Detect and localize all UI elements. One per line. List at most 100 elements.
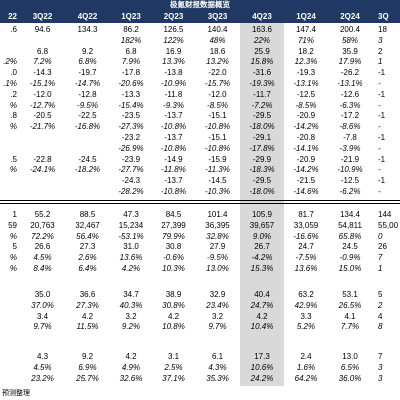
table-cell: 39,657 <box>249 220 275 230</box>
table-cell <box>0 176 20 187</box>
table-cell: .0 <box>10 68 17 78</box>
table-cell: -10.9% <box>337 165 363 175</box>
table-cell: -12.6 <box>340 89 360 99</box>
table-cell: -20.8 <box>296 133 316 142</box>
table-row: % -12.7% -9.5% -15.4% -9.3% -8.5% -7.2% -8.5% -6… <box>0 101 400 112</box>
table-cell: 22% <box>253 35 270 45</box>
table-cell: 6.8% <box>78 57 97 67</box>
table-cell: 13.6% <box>119 253 143 263</box>
table-cell: 94.6 <box>34 25 51 34</box>
column-header-1q23: 1Q23 <box>121 12 141 21</box>
table-cell: -21.9 <box>340 154 360 164</box>
table-cell: -16.8% <box>74 122 101 132</box>
table-cell: 32.9 <box>209 290 226 299</box>
table-row: 23.2% 25.7% 32.6% 37.1% 35.3% 24.2% 64.2% 36.0%… <box>0 374 400 385</box>
table-cell: 144 <box>378 210 392 219</box>
table-cell: -1 <box>378 176 386 186</box>
table-cell: 4.5% <box>33 362 52 372</box>
table-cell: 163.6 <box>251 25 273 34</box>
table-row: 3.4 4.2 3.2 4.2 3.2 4.2 3.3 4.1 4 <box>0 312 400 323</box>
table-cell: 37.0% <box>31 300 54 310</box>
column-header-4q22: 4Q22 <box>77 12 98 21</box>
table-cell: 53.1 <box>342 290 358 299</box>
table-cell: 2 <box>378 46 383 56</box>
table-cell: 1.6% <box>296 362 316 372</box>
table-cell: 31.0 <box>123 242 139 252</box>
table-cell: -19.3 <box>296 68 316 78</box>
table-cell: 26.7 <box>254 242 270 252</box>
table-cell: -20.9 <box>296 111 316 121</box>
table-row: .2 -12.0 -12.8 -13.3 -11.8 -12.0 -11.7 -12.5 -12… <box>0 90 400 101</box>
table-cell: 9.2 <box>81 46 94 56</box>
table-cell: -13.8 <box>164 68 183 78</box>
table-row: -24.3 -13.7 -14.5 -29.5 -21.5 -12.5 -1 <box>0 176 400 187</box>
table-row: .1% -15.1% -14.7% -20.6% -10.9% -15.7% -19.3% -… <box>0 79 400 90</box>
table-row: .6 94.6 134.3 86.2 126.5 140.4 163.6 147.4 200.4… <box>0 25 400 36</box>
table-cell: 2.6% <box>78 253 97 263</box>
table-cell: 9.2 <box>81 352 94 361</box>
table-cell: 1 <box>378 264 383 273</box>
table-cell: -13.7 <box>164 111 183 121</box>
table-cell: 140.4 <box>207 25 228 34</box>
table-cell: -4.2% <box>251 253 273 263</box>
table-cell: -12.8 <box>78 89 97 99</box>
table-cell: 182% <box>120 35 142 45</box>
table-cell: 26.5% <box>338 300 362 310</box>
table-cell: -17.8 <box>121 68 141 78</box>
table-cell: 4.1 <box>344 311 356 321</box>
table-cell: 6.4% <box>78 264 97 273</box>
table-cell: -23.2 <box>121 133 141 142</box>
table-cell: 7 <box>378 253 383 263</box>
table-cell <box>0 322 20 333</box>
table-cell: 65.8% <box>338 231 362 241</box>
table-cell: -29.5 <box>252 111 272 121</box>
table-row: .0 -14.3 -19.7 -17.8 -13.8 -22.0 -31.6 -19.3 -26… <box>0 68 400 79</box>
table-cell: 3 <box>378 35 383 45</box>
table-cell: 48% <box>209 35 226 45</box>
table-cell: 13.3% <box>162 57 185 67</box>
table-title: 极氪财报数据概览 <box>170 0 230 9</box>
table-cell: -15.9 <box>208 154 227 164</box>
table-cell: 40.4 <box>254 290 270 299</box>
table-cell: 35.9 <box>342 46 358 56</box>
table-cell: 10.8% <box>162 322 185 332</box>
table-cell: -10.8% <box>160 187 187 196</box>
table-cell: 25.9 <box>254 46 270 56</box>
table-row: -28.2% -10.8% -10.3% -18.0% -14.6% -6.2% - <box>0 187 400 198</box>
table-cell: 4.2 <box>256 311 268 321</box>
table-cell: -14.2% <box>293 165 319 175</box>
table-cell: 9.7% <box>33 322 52 332</box>
table-row: 37.0% 27.3% 40.3% 30.8% 23.4% 24.7% 42.9% 26.5%… <box>0 301 400 312</box>
table-cell: - <box>378 122 381 132</box>
table-cell: -12.5 <box>340 176 360 186</box>
table-cell: -29.1 <box>252 133 272 142</box>
table-cell <box>65 36 110 47</box>
table-cell: 4.2 <box>81 311 94 321</box>
table-cell: 20,763 <box>30 220 55 230</box>
table-cell: -15.1 <box>208 111 227 121</box>
table-cell: 18 <box>378 25 387 34</box>
table-row: 35.0 36.6 34.7 38.9 32.9 40.4 63.2 53.1 5 <box>0 290 400 301</box>
column-header-3q: 3Q <box>378 12 389 21</box>
table-cell: % <box>9 231 17 241</box>
table-cell: -29.5 <box>252 176 272 186</box>
table-cell: -8.5% <box>295 100 317 110</box>
table-cell: 47.3 <box>123 210 139 219</box>
table-cell: -6.3% <box>339 100 361 110</box>
table-cell: 79.9% <box>162 231 185 241</box>
table-cell <box>20 187 65 198</box>
table-cell: -27.3% <box>118 122 144 132</box>
table-cell: - <box>378 165 381 175</box>
table-cell: -8.5% <box>207 100 228 110</box>
table-cell: -28.2% <box>118 187 144 196</box>
table-cell: -10.8% <box>160 122 187 132</box>
table-cell: -21.5 <box>296 176 316 186</box>
table-cell: 15.8% <box>250 57 274 67</box>
table-row: .5 -22.8 -24.5 -23.9 -14.9 -15.9 -29.9 -20.9 -21… <box>0 155 400 166</box>
header-band <box>0 0 400 23</box>
table-cell: 10.4% <box>250 322 274 332</box>
table-cell: -20.6% <box>118 79 144 88</box>
table-cell <box>0 133 20 144</box>
table-cell: -23.5 <box>121 111 141 121</box>
table-cell: 64.2% <box>294 373 318 383</box>
